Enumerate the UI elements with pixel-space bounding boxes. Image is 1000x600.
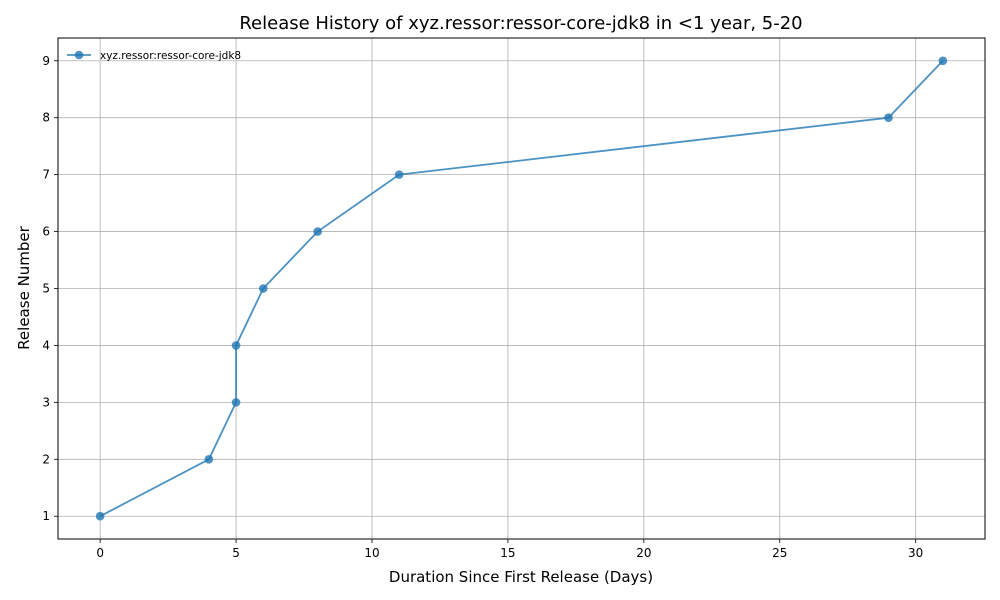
x-tick-label: 0	[96, 546, 104, 560]
y-tick-label: 1	[42, 509, 50, 523]
chart-title: Release History of xyz.ressor:ressor-cor…	[239, 13, 802, 34]
y-axis-label: Release Number	[15, 225, 33, 349]
x-tick-label: 25	[772, 546, 787, 560]
legend-marker	[74, 50, 84, 60]
x-tick-label: 20	[636, 546, 651, 560]
legend-label: xyz.ressor:ressor-core-jdk8	[100, 50, 241, 62]
axis-ticks: 0 5 10 15 20 25 30 1 2 3 4 5 6 7 8 9	[42, 54, 923, 560]
x-axis-label: Duration Since First Release (Days)	[389, 568, 653, 586]
y-tick-label: 7	[42, 168, 50, 182]
y-tick-label: 4	[42, 338, 50, 352]
data-point	[204, 454, 214, 464]
x-tick-label: 30	[908, 546, 923, 560]
series-layer	[95, 56, 948, 521]
data-point	[938, 56, 948, 66]
y-tick-label: 5	[42, 282, 50, 296]
legend: xyz.ressor:ressor-core-jdk8	[67, 50, 241, 62]
data-point	[231, 341, 241, 350]
y-tick-label: 9	[42, 54, 50, 68]
data-point	[95, 511, 105, 521]
data-point	[313, 227, 322, 236]
y-tick-label: 6	[42, 225, 50, 239]
x-tick-label: 10	[364, 546, 379, 560]
y-tick-label: 2	[42, 452, 50, 466]
y-tick-label: 8	[42, 111, 50, 125]
x-tick-label: 5	[232, 546, 240, 560]
data-point	[884, 113, 893, 123]
data-point	[258, 284, 268, 293]
data-point	[231, 398, 241, 407]
x-tick-label: 15	[500, 546, 515, 560]
y-tick-label: 3	[42, 395, 50, 409]
data-point	[394, 170, 404, 179]
